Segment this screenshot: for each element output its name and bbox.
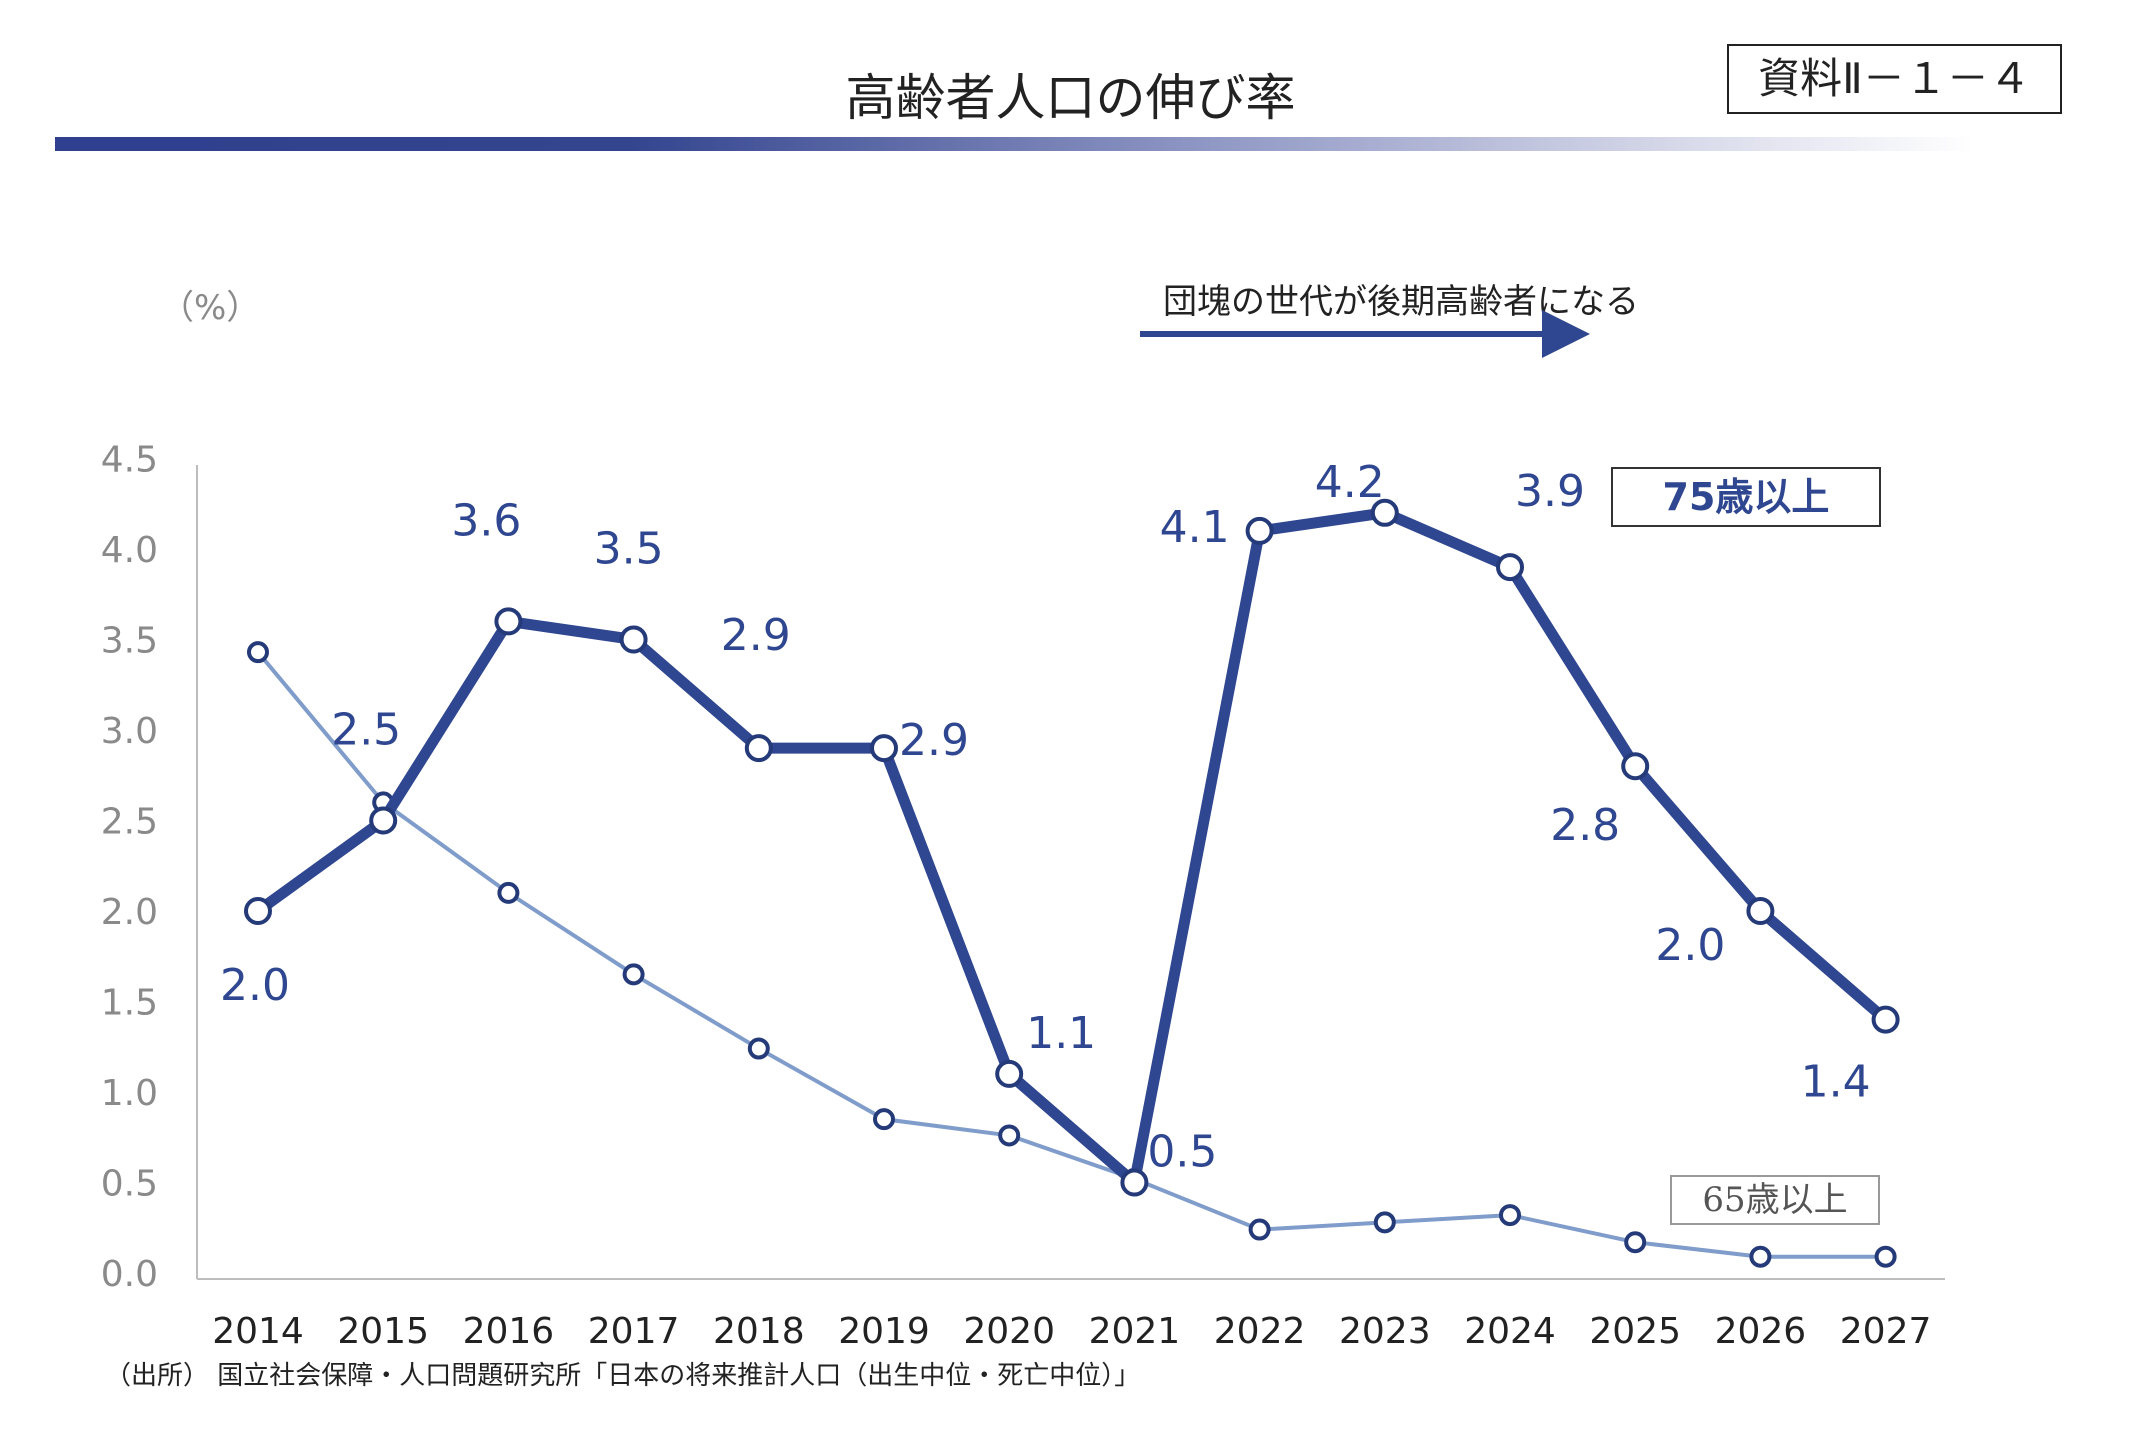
series-75-point	[995, 1059, 1024, 1088]
y-tick-label: 0.0	[101, 1254, 158, 1295]
y-tick-label: 4.5	[101, 440, 158, 481]
legend-75-over: 75歳以上	[1611, 467, 1881, 527]
series-75-point	[744, 734, 773, 763]
title-rule	[55, 137, 1975, 151]
series-65-point	[1624, 1231, 1647, 1254]
series-75-point	[1245, 516, 1274, 545]
series-65-point	[1749, 1245, 1772, 1268]
data-label: 4.2	[1315, 457, 1385, 508]
series-75-point	[870, 734, 898, 763]
series-75-line	[252, 507, 1892, 1188]
x-tick-label: 2021	[1089, 1311, 1181, 1352]
data-label: 2.5	[331, 705, 401, 756]
source-note: （出所） 国立社会保障・人口問題研究所「日本の将来推計人口（出生中位・死亡中位）…	[105, 1361, 1141, 1391]
x-tick-label: 2023	[1339, 1311, 1431, 1352]
x-tick-label: 2016	[463, 1311, 555, 1352]
data-label: 2.0	[1655, 920, 1725, 971]
series-65-point	[873, 1108, 895, 1131]
data-label: 2.9	[899, 715, 969, 766]
series-75-point	[1746, 897, 1775, 925]
data-label: 0.5	[1147, 1127, 1217, 1178]
series-65-point	[998, 1124, 1021, 1147]
x-tick-label: 2022	[1214, 1311, 1306, 1352]
series-75-point	[1871, 1005, 1900, 1034]
series-65-point	[747, 1037, 770, 1060]
legend-65-over: 65歳以上	[1670, 1175, 1880, 1225]
y-tick-label: 4.0	[101, 530, 158, 571]
x-tick-label: 2020	[963, 1311, 1055, 1352]
series-75-point	[1496, 553, 1524, 582]
page-title: 高齢者人口の伸び率	[845, 69, 1296, 127]
data-label: 2.8	[1550, 800, 1620, 851]
x-tick-label: 2025	[1589, 1311, 1681, 1352]
y-axis-unit-label: （%）	[160, 288, 261, 328]
series-75-point	[1370, 498, 1399, 527]
y-tick-label: 2.0	[101, 892, 158, 933]
y-tick-label: 1.0	[101, 1073, 158, 1114]
series-65-point	[1499, 1204, 1521, 1227]
series-75-point	[244, 897, 272, 925]
series-75-point	[1120, 1168, 1149, 1197]
series-65-point	[247, 641, 269, 664]
data-label: 3.5	[594, 524, 664, 575]
series-65-point	[1248, 1218, 1271, 1241]
series-75-point	[494, 607, 523, 636]
data-label: 1.4	[1801, 1057, 1871, 1108]
y-tick-label: 3.5	[101, 621, 158, 662]
series-65-point	[622, 963, 645, 986]
x-tick-label: 2027	[1840, 1311, 1932, 1352]
data-label: 1.1	[1026, 1008, 1096, 1059]
x-tick-label: 2018	[713, 1311, 805, 1352]
x-tick-label: 2017	[588, 1311, 680, 1352]
series-75-point	[1621, 752, 1650, 781]
x-tick-label: 2014	[212, 1311, 304, 1352]
y-tick-label: 1.5	[101, 983, 158, 1024]
data-label: 4.1	[1160, 502, 1230, 553]
x-tick-label: 2015	[337, 1311, 429, 1352]
data-label: 3.6	[451, 495, 521, 546]
series-65-point	[497, 881, 520, 904]
series-75-point	[369, 806, 398, 835]
x-tick-label: 2026	[1715, 1311, 1807, 1352]
document-id-box: 資料Ⅱ－１－４	[1727, 44, 2062, 114]
x-tick-label: 2019	[838, 1311, 930, 1352]
y-tick-label: 0.5	[101, 1164, 158, 1205]
series-65-point	[1373, 1211, 1396, 1234]
y-tick-label: 2.5	[101, 802, 158, 843]
series-65-point	[1874, 1245, 1897, 1268]
data-label: 2.0	[220, 960, 290, 1011]
x-tick-label: 2024	[1464, 1311, 1556, 1352]
data-label: 3.9	[1515, 466, 1585, 517]
series-65-line	[256, 650, 1886, 1259]
y-tick-label: 3.0	[101, 711, 158, 752]
series-75-point	[619, 625, 648, 654]
data-label: 2.9	[721, 610, 791, 661]
